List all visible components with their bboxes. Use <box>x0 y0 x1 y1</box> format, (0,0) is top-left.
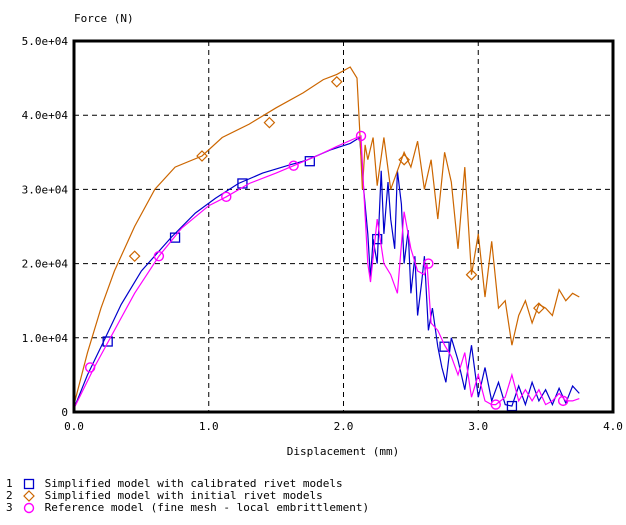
tick-labels: 0.0 1.0 2.0 3.0 4.0 0 1.0e+04 2.0e+04 3.0e+04 4.0… <box>22 35 623 433</box>
legend-diamond-icon <box>23 490 35 502</box>
series-1-marker <box>439 341 450 352</box>
x-tick-label: 4.0 <box>603 420 623 433</box>
series-1-marker <box>169 232 181 243</box>
legend-marker-circle <box>22 502 38 514</box>
series-3-marker <box>153 250 165 262</box>
legend-item: 1 Simplified model with calibrated rivet… <box>6 478 369 490</box>
y-tick-label: 1.0e+04 <box>22 332 69 345</box>
series-3-marker <box>221 191 232 203</box>
series-2-marker <box>465 268 478 281</box>
series-3-marker <box>423 258 434 269</box>
legend-square-icon <box>23 478 35 490</box>
x-tick-label: 1.0 <box>199 420 219 433</box>
y-tick-label: 3.0e+04 <box>22 183 69 196</box>
force-displacement-chart: Force (N) 0.0 1.0 2.0 3.0 4.0 0 1.0e+04 2.0e+04… <box>22 12 623 458</box>
series-2-marker <box>196 150 208 162</box>
legend-item: 3 Reference model (fine mesh - local emb… <box>6 502 369 514</box>
x-tick-label: 2.0 <box>334 420 354 433</box>
series-1 <box>73 136 580 412</box>
legend-marker-diamond <box>22 490 38 502</box>
series-2-marker <box>398 153 410 166</box>
series-layer <box>73 66 580 412</box>
series-2-marker <box>330 75 343 88</box>
series-3-marker <box>84 362 96 373</box>
y-tick-label: 4.0e+04 <box>22 109 69 122</box>
grid-lines <box>74 41 613 412</box>
series-1-line <box>73 136 580 409</box>
series-3-marker <box>288 160 299 171</box>
series-2 <box>73 66 580 405</box>
series-3-marker <box>557 395 569 407</box>
y-tick-label: 2.0e+04 <box>22 258 69 271</box>
legend-circle-icon <box>23 502 35 514</box>
legend: 1 Simplified model with calibrated rivet… <box>6 478 369 514</box>
series-3-marker <box>490 399 501 410</box>
legend-marker-square <box>22 478 38 490</box>
legend-label: Simplified model with initial rivet mode… <box>38 489 323 502</box>
x-tick-label: 0.0 <box>64 420 84 433</box>
series-2-marker <box>263 116 276 129</box>
series-3-marker <box>355 130 367 142</box>
series-3 <box>73 130 580 410</box>
legend-label: Reference model (fine mesh - local embri… <box>38 501 370 514</box>
series-3-line <box>73 135 580 409</box>
x-tick-label: 3.0 <box>468 420 488 433</box>
series-1-marker <box>372 233 383 245</box>
x-axis-label: Displacement (mm) <box>287 445 400 458</box>
y-tick-label: 5.0e+04 <box>22 35 69 48</box>
legend-label: Simplified model with calibrated rivet m… <box>38 477 343 490</box>
legend-index: 2 <box>6 489 13 502</box>
series-2-line <box>73 66 580 405</box>
series-2-marker <box>128 250 141 263</box>
y-axis-label: Force (N) <box>74 12 134 25</box>
legend-item: 2 Simplified model with initial rivet mo… <box>6 490 369 502</box>
plot-frame <box>72 39 615 414</box>
legend-index: 3 <box>6 501 13 514</box>
series-2-marker <box>533 302 545 314</box>
series-1-marker <box>102 336 113 347</box>
y-tick-label: 0 <box>61 406 68 419</box>
legend-index: 1 <box>6 477 13 490</box>
